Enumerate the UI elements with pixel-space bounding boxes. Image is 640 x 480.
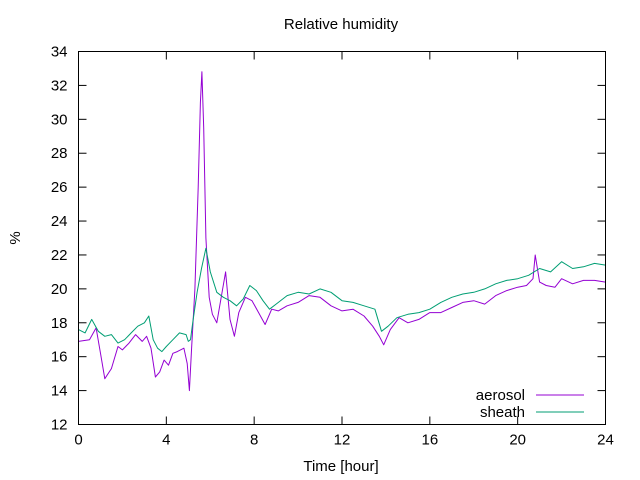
y-axis-title: % bbox=[7, 231, 24, 244]
y-tick-label: 24 bbox=[51, 213, 68, 230]
series-layer bbox=[78, 71, 606, 392]
chart-title: Relative humidity bbox=[284, 16, 399, 33]
axis-ticks: 12 14 16 18 20 22 24 26 28 30 32 34 0 4 8 12 16 20 24 bbox=[51, 44, 614, 449]
x-tick-label: 8 bbox=[250, 432, 258, 449]
y-tick-label: 22 bbox=[51, 247, 68, 264]
y-tick-label: 30 bbox=[51, 111, 68, 128]
y-tick-label: 14 bbox=[51, 383, 68, 400]
plot-frame bbox=[78, 51, 606, 425]
legend-label-aerosol: aerosol bbox=[476, 387, 525, 404]
y-tick-label: 34 bbox=[51, 44, 68, 61]
y-tick-label: 18 bbox=[51, 315, 68, 332]
x-axis-title: Time [hour] bbox=[303, 458, 378, 475]
x-tick-label: 20 bbox=[509, 432, 526, 449]
legend-label-sheath: sheath bbox=[480, 404, 525, 421]
series-line-aerosol bbox=[78, 71, 606, 392]
series-line-sheath bbox=[78, 247, 606, 353]
x-tick-label: 12 bbox=[334, 432, 351, 449]
y-tick-label: 28 bbox=[51, 145, 68, 162]
y-tick-label: 12 bbox=[51, 417, 68, 434]
y-tick-label: 20 bbox=[51, 281, 68, 298]
x-tick-label: 16 bbox=[421, 432, 438, 449]
x-tick-label: 4 bbox=[162, 432, 170, 449]
x-tick-label: 24 bbox=[597, 432, 614, 449]
y-tick-label: 16 bbox=[51, 349, 68, 366]
y-tick-label: 32 bbox=[51, 77, 68, 94]
x-tick-label: 0 bbox=[74, 432, 82, 449]
y-tick-label: 26 bbox=[51, 179, 68, 196]
